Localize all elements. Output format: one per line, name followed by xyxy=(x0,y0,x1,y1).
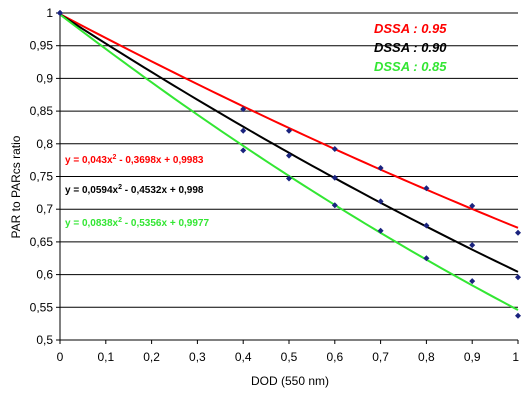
x-tick-label: 0,3 xyxy=(189,350,206,364)
data-point-series-1-4 xyxy=(377,198,384,205)
x-tick-label: 0,8 xyxy=(418,350,435,364)
data-point-series-0-2 xyxy=(286,127,292,134)
y-axis-label: PAR to PARcs ratio xyxy=(9,135,23,238)
x-tick-label: 0,7 xyxy=(372,350,389,364)
equation-dssa-095: y = 0,043x2 - 0,3698x + 0,9983 xyxy=(65,154,204,166)
equation-dssa-085: y = 0,0838x2 - 0,5356x + 0,9977 xyxy=(65,217,209,229)
equation-dssa-090: y = 0,0594x2 - 0,4532x + 0,998 xyxy=(65,184,204,196)
x-tick-label: 0,2 xyxy=(143,350,160,364)
data-points xyxy=(57,10,521,319)
data-point-series-1-6 xyxy=(469,242,476,249)
data-point-series-2-1 xyxy=(240,147,247,154)
data-point-series-2-3 xyxy=(331,202,338,209)
y-tick-label: 0,85 xyxy=(30,104,54,118)
legend-entry-dssa-085: DSSA : 0.85 xyxy=(374,59,447,74)
data-point-series-1-2 xyxy=(286,152,292,159)
legend-entry-dssa-095: DSSA : 0.95 xyxy=(374,21,447,36)
data-point-series-0-5 xyxy=(423,185,430,192)
tick-labels: 0,5 0,55 0,6 0,65 0,7 0,75 0,8 0,85 0,9 0,95 1 0 0,1… xyxy=(30,6,520,364)
y-tick-label: 0,75 xyxy=(30,170,54,184)
y-tick-label: 0,6 xyxy=(36,268,53,282)
data-point-series-2-4 xyxy=(377,227,384,234)
y-tick-label: 0,5 xyxy=(36,333,53,347)
legend: DSSA : 0.95 DSSA : 0.90 DSSA : 0.85 xyxy=(374,21,447,74)
x-tick-label: 0,4 xyxy=(235,350,252,364)
x-tick-label: 0,5 xyxy=(281,350,298,364)
x-axis-label: DOD (550 nm) xyxy=(251,374,329,388)
data-point-series-2-0 xyxy=(57,10,63,16)
trendline-equations: y = 0,043x2 - 0,3698x + 0,9983 y = 0,059… xyxy=(65,154,209,229)
data-point-series-0-7 xyxy=(515,229,521,236)
legend-entry-dssa-090: DSSA : 0.90 xyxy=(374,40,447,55)
y-tick-label: 0,55 xyxy=(30,300,54,314)
data-point-series-1-1 xyxy=(240,127,247,134)
data-point-series-1-7 xyxy=(515,274,521,281)
data-point-series-2-6 xyxy=(469,278,476,285)
axes xyxy=(56,12,519,344)
data-point-series-2-5 xyxy=(423,255,430,262)
y-tick-label: 0,7 xyxy=(36,202,53,216)
data-point-series-0-4 xyxy=(377,164,384,171)
data-point-series-0-1 xyxy=(240,106,247,113)
x-tick-label: 1 xyxy=(512,350,519,364)
x-tick-label: 0,1 xyxy=(97,350,114,364)
trendline-series-1 xyxy=(59,13,519,273)
y-tick-label: 0,9 xyxy=(36,71,53,85)
y-tick-label: 1 xyxy=(46,6,53,20)
data-point-series-1-5 xyxy=(423,222,430,229)
data-point-series-0-6 xyxy=(469,202,476,209)
data-point-series-0-3 xyxy=(331,146,338,153)
data-point-series-2-2 xyxy=(286,175,292,182)
x-tick-label: 0,9 xyxy=(464,350,481,364)
x-tick-label: 0 xyxy=(57,350,64,364)
y-tick-label: 0,8 xyxy=(36,137,53,151)
data-point-series-1-3 xyxy=(331,174,338,181)
y-tick-label: 0,95 xyxy=(30,39,54,53)
data-point-series-2-7 xyxy=(515,312,521,319)
y-tick-label: 0,65 xyxy=(30,235,54,249)
x-tick-label: 0,6 xyxy=(326,350,343,364)
